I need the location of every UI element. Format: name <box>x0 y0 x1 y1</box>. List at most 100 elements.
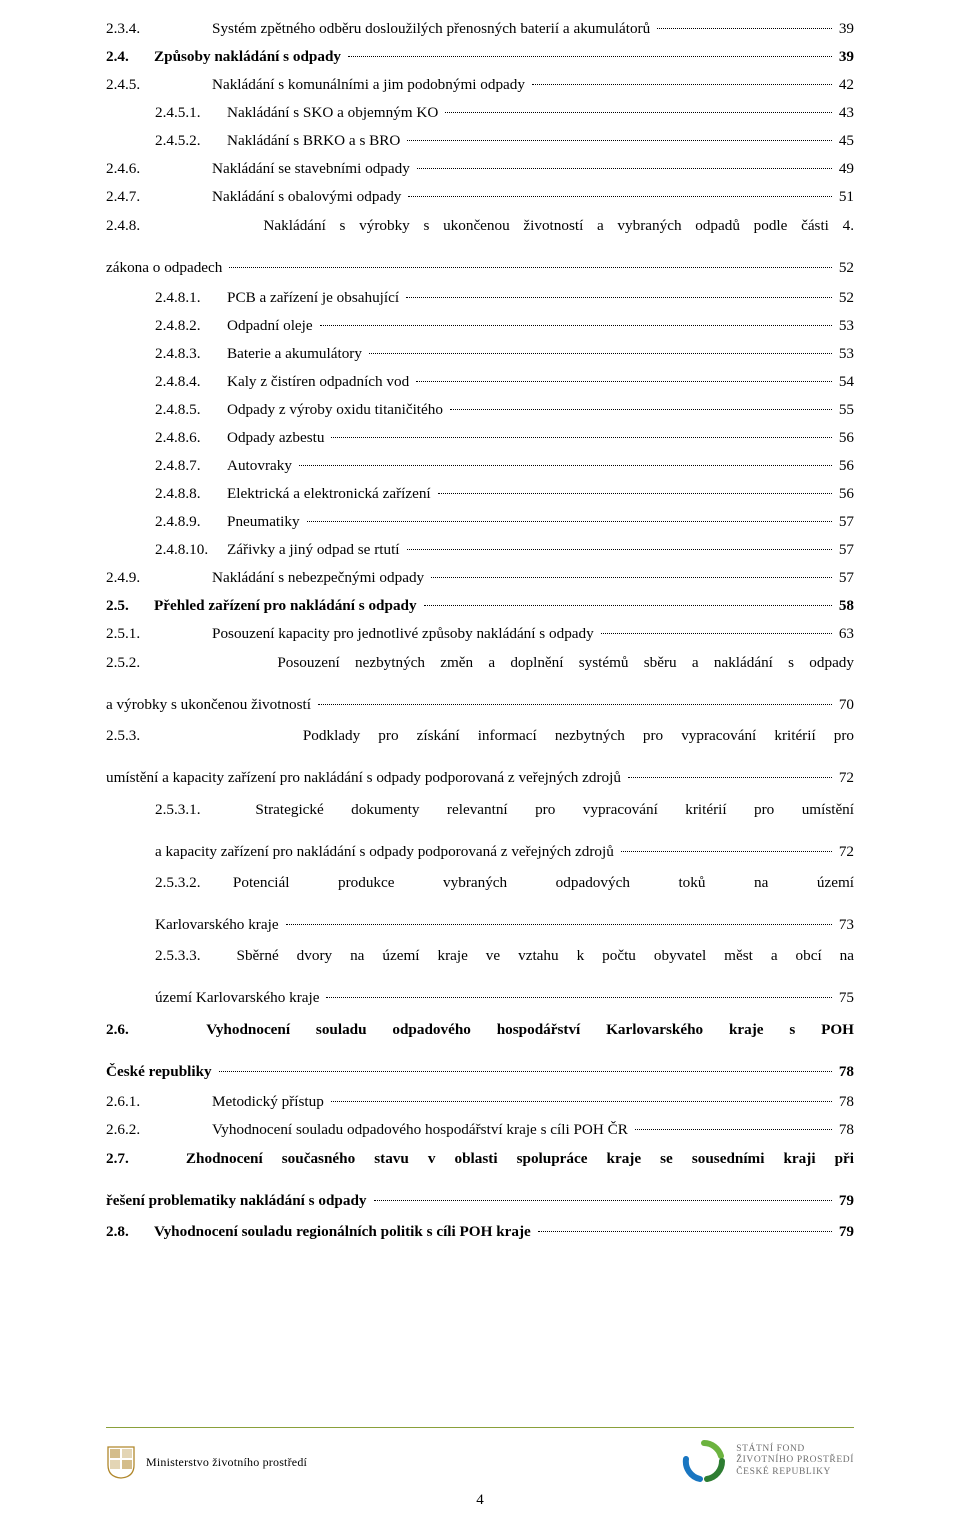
toc-label-first: 2.5.3. Podklady pro získání informací ne… <box>106 726 854 768</box>
toc-page: 78 <box>835 1093 854 1110</box>
toc-page: 70 <box>835 695 854 716</box>
toc-leader-dots <box>416 381 832 382</box>
toc-leader-dots <box>219 1071 832 1072</box>
toc-label: umístění a kapacity zařízení pro nakládá… <box>106 768 625 789</box>
toc-number: 2.4.8.6. <box>155 429 227 446</box>
toc-entry: 2.4.8.5.Odpady z výroby oxidu titaničité… <box>106 401 854 418</box>
toc-entry: 2.4.Způsoby nakládání s odpady 39 <box>106 48 854 65</box>
toc-leader-dots <box>431 577 832 578</box>
toc-label-last: zákona o odpadech52 <box>106 258 854 279</box>
toc-label: území Karlovarského kraje <box>155 988 323 1009</box>
toc-page: 57 <box>835 541 854 558</box>
toc-number: 2.4.9. <box>106 569 212 586</box>
toc-number: 2.4.8.3. <box>155 345 227 362</box>
toc-number: 2.4.8.8. <box>155 485 227 502</box>
toc-label: Pneumatiky <box>227 513 304 530</box>
toc-page: 54 <box>835 373 854 390</box>
toc-entry: 2.4.8.1.PCB a zařízení je obsahující52 <box>106 289 854 306</box>
footer-right-line3: ČESKÉ REPUBLIKY <box>736 1467 854 1478</box>
toc-number: 2.4.6. <box>106 160 212 177</box>
toc-leader-dots <box>320 325 832 326</box>
toc-label-first: 2.5.3.2. Potenciál produkce vybraných od… <box>155 873 854 915</box>
toc-number: 2.4.8.4. <box>155 373 227 390</box>
toc-leader-dots <box>445 112 831 113</box>
toc-entry: 2.4.8.8.Elektrická a elektronická zaříze… <box>106 485 854 502</box>
coat-of-arms-icon <box>106 1445 136 1479</box>
toc-entry: 2.4.7.Nakládání s obalovými odpady51 <box>106 188 854 205</box>
toc-label: Karlovarského kraje <box>155 915 283 936</box>
toc-label-last: umístění a kapacity zařízení pro nakládá… <box>106 768 854 789</box>
toc-leader-dots <box>286 924 832 925</box>
toc-leader-dots <box>307 521 832 522</box>
toc-page: 56 <box>835 429 854 446</box>
toc-label: Vyhodnocení souladu regionálních politik… <box>154 1223 535 1240</box>
toc-number: 2.4.8.1. <box>155 289 227 306</box>
toc-label: Elektrická a elektronická zařízení <box>227 485 435 502</box>
toc-entry: 2.4.8.6.Odpady azbestu56 <box>106 429 854 446</box>
toc-leader-dots <box>369 353 832 354</box>
toc-entry: 2.4.8.3.Baterie a akumulátory53 <box>106 345 854 362</box>
toc-label: Zářivky a jiný odpad se rtutí <box>227 541 404 558</box>
toc-leader-dots <box>621 851 832 852</box>
toc-leader-dots <box>417 168 832 169</box>
toc-label-last: Karlovarského kraje73 <box>155 915 854 936</box>
toc-page: 58 <box>835 597 854 614</box>
toc-leader-dots <box>601 633 832 634</box>
toc-leader-dots <box>229 267 831 268</box>
toc-page: 52 <box>835 289 854 306</box>
toc-leader-dots <box>331 1101 832 1102</box>
toc-number: 2.4. <box>106 48 154 65</box>
toc-label-first: 2.4.8. Nakládání s výrobky s ukončenou ž… <box>106 216 854 258</box>
toc-leader-dots <box>348 56 832 57</box>
page-footer: Ministerstvo životního prostředí STÁTNÍ … <box>0 1389 960 1529</box>
toc-number: 2.5. <box>106 597 154 614</box>
toc-entry: 2.6.1.Metodický přístup78 <box>106 1093 854 1110</box>
toc-leader-dots <box>538 1231 832 1232</box>
toc-label: České republiky <box>106 1062 216 1083</box>
toc-label-last: České republiky78 <box>106 1062 854 1083</box>
footer-right-logo: STÁTNÍ FOND ŽIVOTNÍHO PROSTŘEDÍ ČESKÉ RE… <box>682 1439 854 1483</box>
toc-entry: 2.7. Zhodnocení současného stavu v oblas… <box>106 1149 854 1212</box>
toc-entry: 2.4.5.Nakládání s komunálními a jim podo… <box>106 76 854 93</box>
toc-label-last: a kapacity zařízení pro nakládání s odpa… <box>155 842 854 863</box>
toc-page: 52 <box>835 258 854 279</box>
toc-page: 57 <box>835 513 854 530</box>
toc-label: a kapacity zařízení pro nakládání s odpa… <box>155 842 618 863</box>
toc-label-last: a výrobky s ukončenou životností 70 <box>106 695 854 716</box>
toc-label: Systém zpětného odběru dosloužilých přen… <box>212 20 654 37</box>
toc-page: 56 <box>835 485 854 502</box>
toc-leader-dots <box>299 465 832 466</box>
toc-page: 39 <box>835 48 854 65</box>
toc-label-last: řešení problematiky nakládání s odpady79 <box>106 1191 854 1212</box>
toc-leader-dots <box>408 196 831 197</box>
toc-label: Způsoby nakládání s odpady <box>154 48 345 65</box>
toc-entry: 2.3.4.Systém zpětného odběru dosloužilýc… <box>106 20 854 37</box>
toc-entry: 2.4.8.10.Zářivky a jiný odpad se rtutí57 <box>106 541 854 558</box>
toc-number: 2.4.8.7. <box>155 457 227 474</box>
footer-left-text: Ministerstvo životního prostředí <box>146 1455 307 1470</box>
toc-label-last: území Karlovarského kraje75 <box>155 988 854 1009</box>
toc-label: a výrobky s ukončenou životností <box>106 695 315 716</box>
footer-right-line1: STÁTNÍ FOND <box>736 1444 854 1455</box>
toc-page: 45 <box>835 132 854 149</box>
toc-page: 79 <box>835 1191 854 1212</box>
toc-leader-dots <box>532 84 832 85</box>
toc-label: Nakládání s nebezpečnými odpady <box>212 569 428 586</box>
toc-page: 56 <box>835 457 854 474</box>
toc-number: 2.8. <box>106 1223 154 1240</box>
toc-leader-dots <box>628 777 832 778</box>
toc-page: 43 <box>835 104 854 121</box>
toc-label: Baterie a akumulátory <box>227 345 366 362</box>
toc-label: Vyhodnocení souladu odpadového hospodářs… <box>212 1121 632 1138</box>
toc-entry: 2.6. Vyhodnocení souladu odpadového hosp… <box>106 1020 854 1083</box>
toc-page: 42 <box>835 76 854 93</box>
toc-page: 78 <box>835 1121 854 1138</box>
table-of-contents: 2.3.4.Systém zpětného odběru dosloužilýc… <box>106 20 854 1240</box>
toc-entry: 2.5.3.2. Potenciál produkce vybraných od… <box>106 873 854 936</box>
toc-leader-dots <box>450 409 832 410</box>
toc-leader-dots <box>635 1129 832 1130</box>
toc-number: 2.4.5.1. <box>155 104 227 121</box>
toc-entry: 2.5.Přehled zařízení pro nakládání s odp… <box>106 597 854 614</box>
toc-label: Odpadní oleje <box>227 317 317 334</box>
toc-label: Posouzení kapacity pro jednotlivé způsob… <box>212 625 598 642</box>
